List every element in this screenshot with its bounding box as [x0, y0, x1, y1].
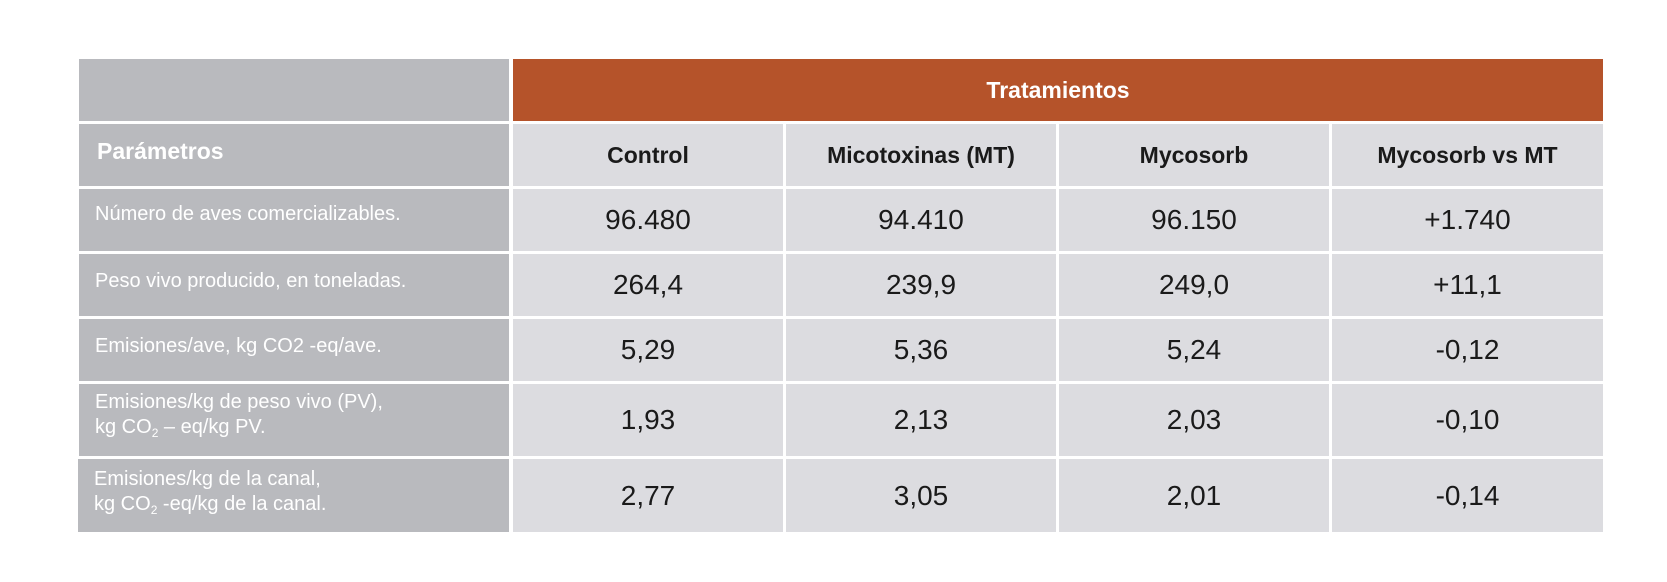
cell-peso-control: 264,4	[513, 254, 783, 316]
cell-emi-ave-control: 5,29	[513, 319, 783, 381]
cell-peso-diff: +11,1	[1332, 254, 1603, 316]
col-header-micotoxinas: Micotoxinas (MT)	[786, 124, 1056, 186]
row-label-emisiones-ave: Emisiones/ave, kg CO2 -eq/ave.	[79, 319, 509, 381]
row-label-line2: kg CO2 – eq/kg PV.	[95, 416, 266, 440]
cell-aves-mycosorb: 96.150	[1059, 189, 1329, 251]
col-header-control: Control	[513, 124, 783, 186]
row-label-text: Número de aves comercializables.	[95, 202, 401, 225]
header-parametros: Parámetros	[79, 124, 509, 186]
results-table: Tratamientos Parámetros Control Micotoxi…	[78, 59, 1603, 532]
cell-peso-mycosorb: 249,0	[1059, 254, 1329, 316]
cell-emi-canal-mycosorb: 2,01	[1059, 459, 1329, 532]
cell-emi-canal-diff: -0,14	[1332, 459, 1603, 532]
cell-emi-canal-mt: 3,05	[786, 459, 1056, 532]
cell-emi-ave-mt: 5,36	[786, 319, 1056, 381]
cell-emi-canal-control: 2,77	[513, 459, 783, 532]
cell-aves-control: 96.480	[513, 189, 783, 251]
row-label-emisiones-pv: Emisiones/kg de peso vivo (PV), kg CO2 –…	[79, 384, 509, 456]
row-label-text: Peso vivo producido, en toneladas.	[95, 269, 407, 292]
cell-emi-pv-control: 1,93	[513, 384, 783, 456]
cell-emi-pv-mycosorb: 2,03	[1059, 384, 1329, 456]
cell-emi-ave-mycosorb: 5,24	[1059, 319, 1329, 381]
header-corner	[79, 59, 509, 121]
row-label-line1: Emisiones/kg de peso vivo (PV),	[95, 391, 383, 413]
row-label-peso-vivo: Peso vivo producido, en toneladas.	[79, 254, 509, 316]
col-header-mycosorb: Mycosorb	[1059, 124, 1329, 186]
row-label-emisiones-canal: Emisiones/kg de la canal, kg CO2 -eq/kg …	[78, 459, 509, 532]
cell-emi-pv-mt: 2,13	[786, 384, 1056, 456]
row-label-line1: Emisiones/kg de la canal,	[94, 467, 321, 490]
col-header-mycosorb-vs-mt: Mycosorb vs MT	[1332, 124, 1603, 186]
row-label-text: Emisiones/ave, kg CO2 -eq/ave.	[95, 334, 382, 357]
cell-aves-mt: 94.410	[786, 189, 1056, 251]
row-label-line2: kg CO2 -eq/kg de la canal.	[94, 492, 327, 517]
cell-peso-mt: 239,9	[786, 254, 1056, 316]
row-label-aves: Número de aves comercializables.	[79, 189, 509, 251]
cell-emi-pv-diff: -0,10	[1332, 384, 1603, 456]
cell-aves-diff: +1.740	[1332, 189, 1603, 251]
header-tratamientos: Tratamientos	[513, 59, 1603, 121]
cell-emi-ave-diff: -0,12	[1332, 319, 1603, 381]
